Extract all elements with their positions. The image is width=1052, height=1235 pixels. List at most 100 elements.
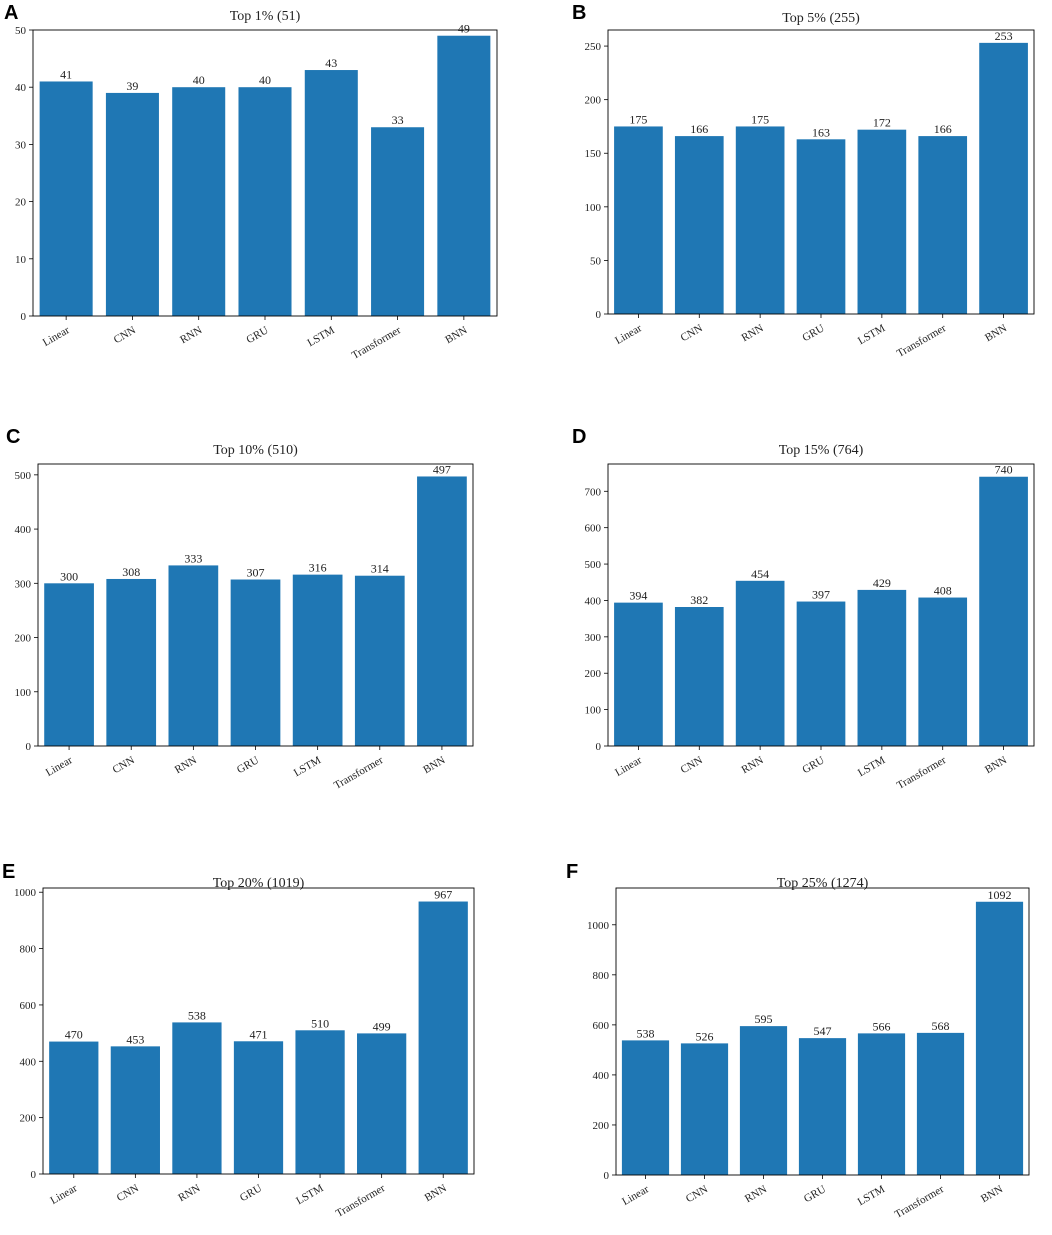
x-tick-label: GRU	[800, 322, 826, 344]
data-label: 314	[371, 562, 389, 576]
x-tick-label: LSTM	[856, 1183, 888, 1208]
x-tick-label: LSTM	[292, 754, 324, 779]
x-tick-label: Transformer	[334, 1182, 388, 1220]
y-tick-label: 600	[585, 523, 602, 535]
bar-rnn	[735, 580, 785, 746]
y-tick-label: 400	[20, 1056, 37, 1068]
panel-b: B Top 5% (255) 0 50 100 150 200 250 175 Linear 16…	[526, 0, 1052, 410]
data-label: 470	[65, 1028, 83, 1042]
data-label: 595	[755, 1012, 773, 1026]
x-tick-label: BNN	[983, 754, 1009, 776]
y-tick-label: 700	[585, 486, 602, 498]
bar-bnn	[418, 901, 468, 1174]
x-tick-label: Transformer	[895, 322, 949, 360]
data-label: 316	[309, 561, 327, 575]
x-tick-label: Linear	[48, 1182, 79, 1207]
bar-linear	[614, 602, 663, 746]
panel-f: F Top 25% (1274) 0 200 400 600 800 1000 538 Line…	[526, 825, 1052, 1235]
bar-transformer	[916, 1032, 965, 1175]
data-label: 175	[629, 112, 647, 126]
panel-letter-c: C	[6, 426, 21, 448]
x-tick-label: BNN	[423, 1182, 449, 1204]
bar-lstm	[857, 129, 907, 314]
data-label: 382	[690, 593, 708, 607]
data-label: 394	[629, 589, 647, 603]
x-tick-label: BNN	[421, 754, 447, 776]
chart-top-15-percent: Top 15% (764) 0 100 200 300 400 500 600 700 394 Li…	[585, 443, 1035, 792]
y-tick-label: 10	[15, 254, 27, 266]
data-label: 497	[433, 462, 451, 476]
data-label: 568	[932, 1019, 950, 1033]
bar-linear	[49, 1041, 99, 1174]
data-label: 175	[751, 112, 769, 126]
bar-gru	[796, 139, 846, 314]
data-label: 33	[392, 113, 404, 127]
data-label: 454	[751, 567, 769, 581]
bar-rnn	[172, 87, 226, 316]
panel-a: A Top 1% (51) 0 10 20 30 40 50 41 Linear 39 CNN 40 R…	[0, 0, 526, 410]
data-label: 566	[873, 1019, 891, 1033]
y-tick-label: 1000	[587, 920, 610, 932]
y-tick-label: 30	[15, 139, 27, 151]
x-tick-label: CNN	[679, 322, 705, 344]
panel-letter-b: B	[572, 2, 587, 24]
data-label: 41	[60, 67, 72, 81]
x-tick-label: LSTM	[305, 324, 337, 349]
bar-linear	[39, 81, 93, 316]
chart-title: Top 10% (510)	[213, 443, 298, 458]
bar-lstm	[304, 70, 358, 316]
panel-letter-e: E	[2, 861, 16, 883]
chart-title: Top 1% (51)	[230, 9, 301, 24]
data-label: 49	[458, 22, 470, 36]
bar-gru	[230, 579, 281, 746]
x-tick-label: RNN	[740, 322, 766, 344]
data-label: 547	[814, 1024, 832, 1038]
x-tick-label: RNN	[173, 754, 199, 776]
data-label: 172	[873, 116, 891, 130]
y-tick-label: 400	[15, 524, 32, 536]
bar-rnn	[168, 565, 219, 746]
chart-top-10-percent: Top 10% (510) 0 100 200 300 400 500 300 Linear 30…	[15, 443, 474, 792]
data-label: 333	[184, 551, 202, 565]
y-tick-label: 250	[585, 41, 602, 53]
chart-title: Top 5% (255)	[782, 11, 860, 26]
bar-linear	[614, 126, 663, 315]
data-label: 499	[373, 1019, 391, 1033]
y-tick-label: 50	[590, 255, 602, 267]
bar-lstm	[857, 589, 907, 746]
y-tick-label: 0	[31, 1169, 37, 1181]
x-tick-label: Linear	[620, 1183, 651, 1208]
y-tick-label: 600	[593, 1020, 610, 1032]
x-tick-label: Linear	[613, 754, 644, 779]
chart-title: Top 20% (1019)	[213, 876, 305, 891]
data-label: 538	[188, 1008, 206, 1022]
y-tick-label: 0	[596, 741, 602, 753]
bar-lstm	[292, 574, 343, 746]
chart-top-25-percent: Top 25% (1274) 0 200 400 600 800 1000 538 Linear…	[587, 876, 1030, 1221]
y-tick-label: 300	[15, 578, 32, 590]
data-label: 39	[126, 79, 138, 93]
y-tick-label: 600	[20, 1000, 37, 1012]
chart-title: Top 25% (1274)	[777, 876, 869, 891]
data-label: 471	[250, 1027, 268, 1041]
y-tick-label: 200	[585, 95, 602, 107]
bar-transformer	[918, 136, 968, 314]
bar-cnn	[680, 1043, 729, 1175]
x-tick-label: LSTM	[856, 322, 888, 347]
y-tick-label: 800	[593, 970, 610, 982]
x-tick-label: LSTM	[856, 754, 888, 779]
data-label: 253	[995, 29, 1013, 43]
y-tick-label: 400	[593, 1070, 610, 1082]
x-tick-label: BNN	[443, 324, 469, 346]
x-tick-label: CNN	[115, 1182, 141, 1204]
bar-transformer	[354, 575, 405, 746]
bar-gru	[796, 601, 846, 746]
bar-cnn	[674, 607, 724, 746]
bar-cnn	[105, 92, 159, 316]
panel-e: E Top 20% (1019) 0 200 400 600 800 1000 470 Line…	[0, 825, 526, 1235]
bar-lstm	[295, 1030, 345, 1174]
bar-transformer	[357, 1033, 407, 1174]
y-tick-label: 100	[15, 687, 32, 699]
panel-c: C Top 10% (510) 0 100 200 300 400 500 300 Linear…	[0, 412, 526, 822]
x-tick-label: GRU	[244, 324, 270, 346]
